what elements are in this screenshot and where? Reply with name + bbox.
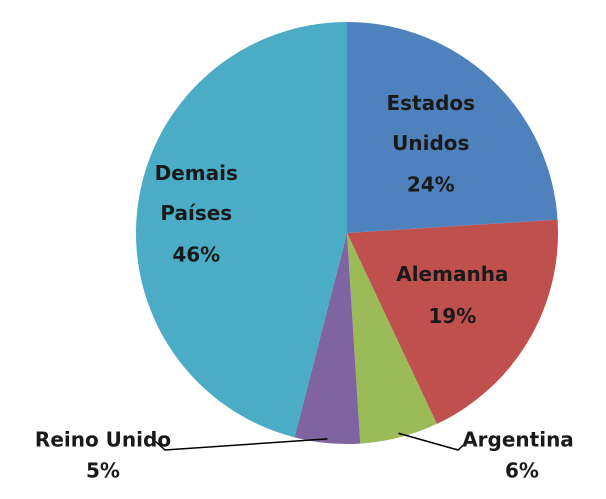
value-label: 24% [407, 172, 455, 196]
slice-label: Argentina [462, 428, 574, 452]
leader-line [154, 438, 328, 451]
slice-label: Alemanha [396, 262, 508, 286]
pie-slice [347, 233, 437, 444]
pie-slice [347, 22, 558, 233]
pie-slice [136, 22, 347, 438]
pie-slice [347, 219, 558, 424]
slice-label: Reino Unido [35, 428, 171, 452]
leader-line [398, 432, 469, 451]
value-label: 19% [428, 304, 476, 328]
slice-label: Demais Países [155, 160, 238, 224]
value-label: 46% [172, 242, 220, 266]
pie-slice [294, 233, 361, 444]
slice-label: Estados Unidos [386, 90, 475, 154]
value-label: 6% [505, 459, 539, 483]
value-label: 5% [86, 459, 120, 483]
